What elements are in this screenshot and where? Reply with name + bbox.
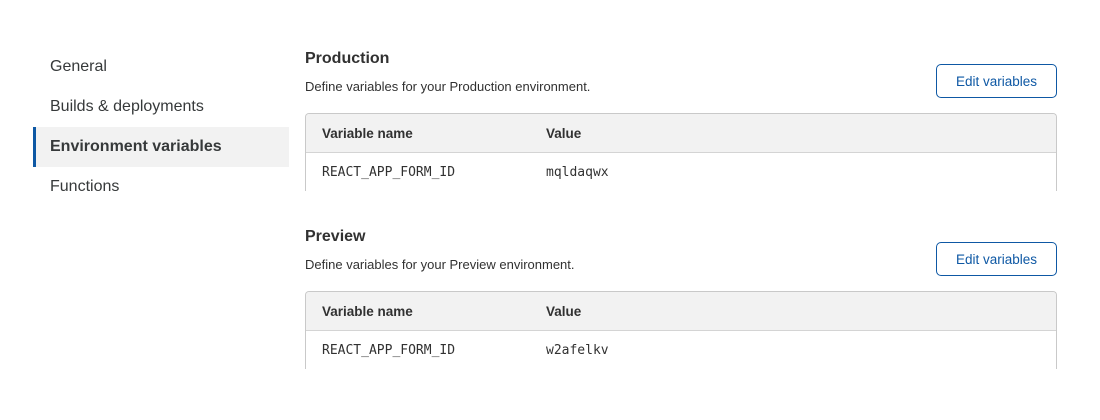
- column-header-name: Variable name: [322, 125, 413, 141]
- column-header-value: Value: [546, 303, 582, 319]
- edit-variables-button[interactable]: Edit variables: [936, 242, 1057, 276]
- section-title: Preview: [305, 228, 366, 245]
- variable-value: w2afelkv: [546, 342, 609, 358]
- preview-section: Preview Define variables for your Previe…: [305, 225, 1057, 369]
- edit-variables-button[interactable]: Edit variables: [936, 64, 1057, 98]
- variables-table: Variable name Value REACT_APP_FORM_ID mq…: [305, 113, 1057, 191]
- section-title: Production: [305, 50, 390, 67]
- table-row: REACT_APP_FORM_ID mqldaqwx: [306, 153, 1056, 191]
- table-row: REACT_APP_FORM_ID w2afelkv: [306, 331, 1056, 369]
- section-description: Define variables for your Preview enviro…: [305, 257, 575, 272]
- column-header-name: Variable name: [322, 303, 413, 319]
- variables-table: Variable name Value REACT_APP_FORM_ID w2…: [305, 291, 1057, 369]
- sidebar-item-builds-deployments[interactable]: Builds & deployments: [50, 98, 204, 115]
- variable-name: REACT_APP_FORM_ID: [322, 342, 456, 358]
- table-header: Variable name Value: [306, 292, 1056, 331]
- sidebar-item-environment-variables[interactable]: Environment variables: [33, 127, 289, 167]
- section-description: Define variables for your Production env…: [305, 79, 591, 94]
- table-header: Variable name Value: [306, 114, 1056, 153]
- column-header-value: Value: [546, 125, 582, 141]
- sidebar-item-functions[interactable]: Functions: [50, 178, 120, 195]
- variable-value: mqldaqwx: [546, 164, 609, 180]
- variable-name: REACT_APP_FORM_ID: [322, 164, 456, 180]
- production-section: Production Define variables for your Pro…: [305, 47, 1057, 191]
- sidebar-item-general[interactable]: General: [50, 58, 107, 75]
- settings-sidebar: General Builds & deployments Environment…: [33, 47, 289, 207]
